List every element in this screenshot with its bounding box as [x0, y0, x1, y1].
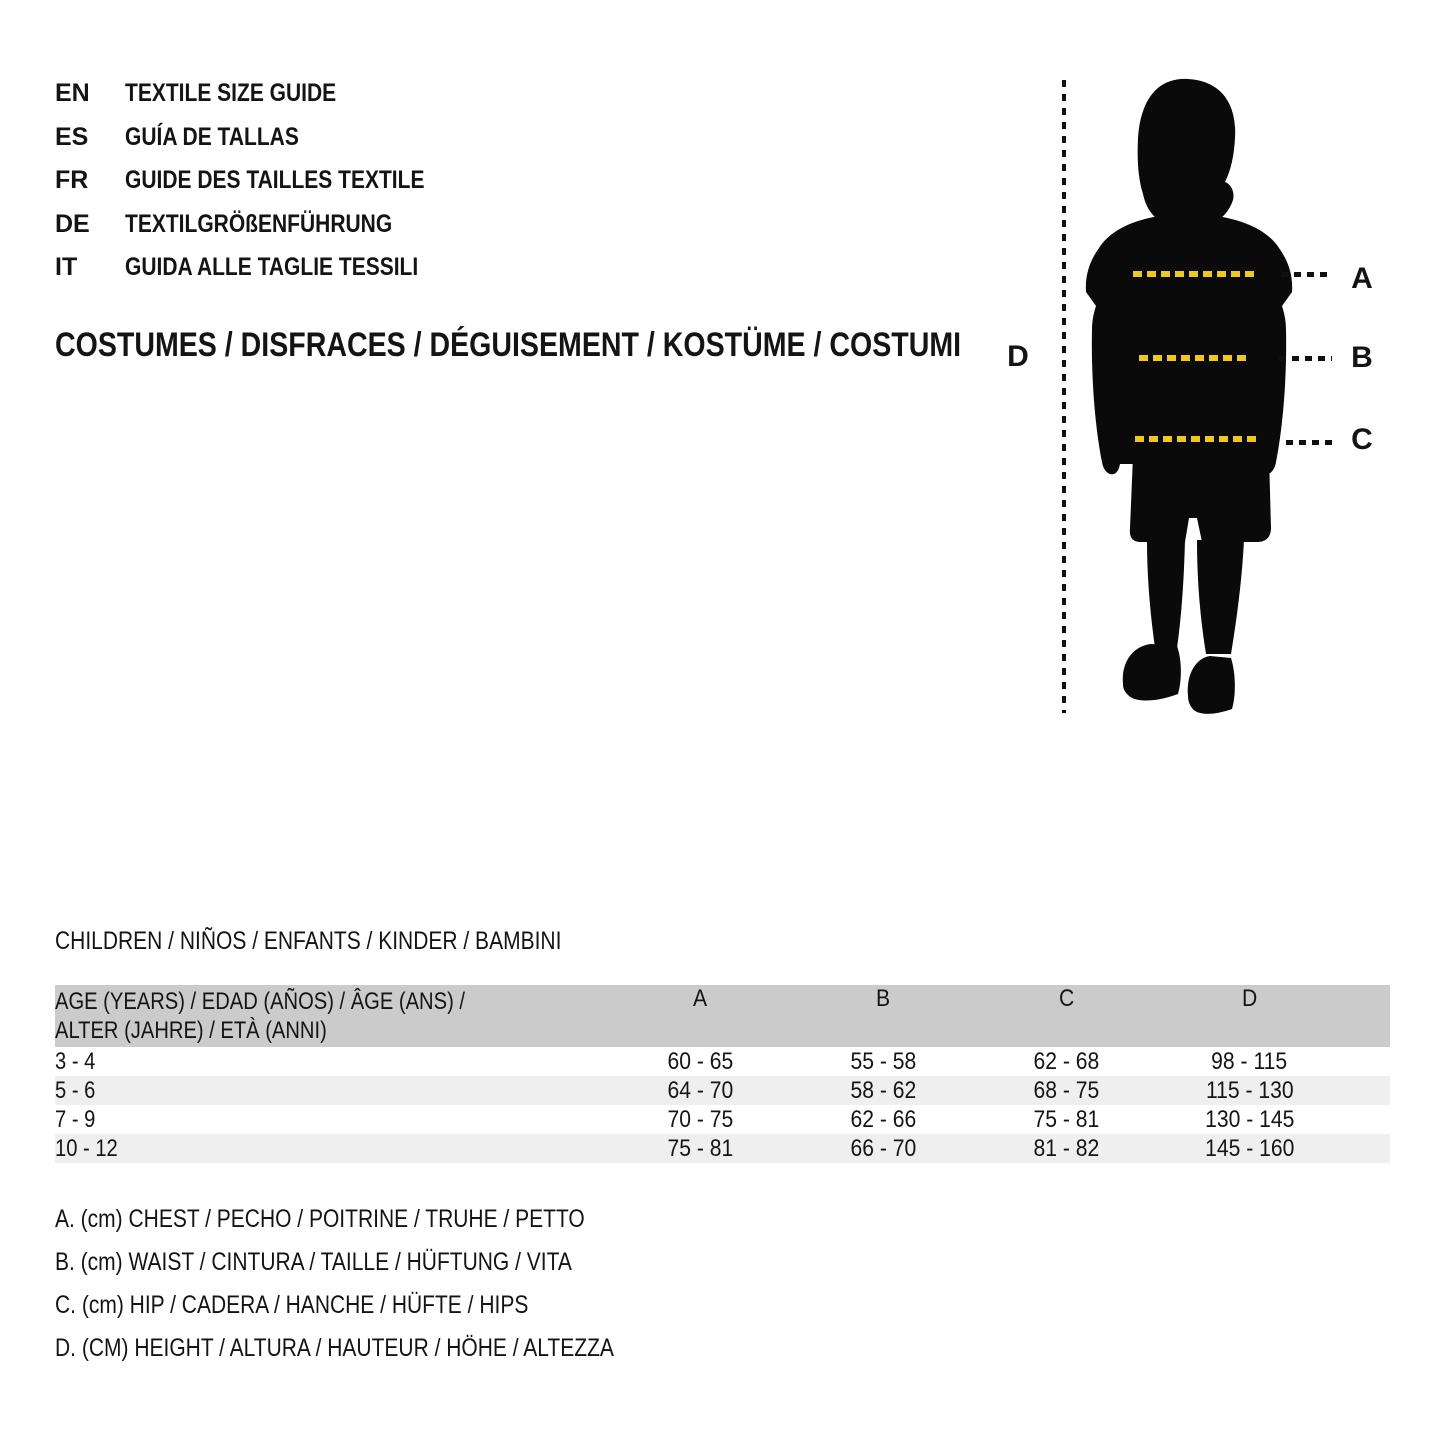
measure-label-a: A: [1351, 262, 1373, 295]
language-title: GUIDA ALLE TAGLIE TESSILI: [125, 253, 419, 281]
children-section-title: CHILDREN / NIÑOS / ENFANTS / KINDER / BA…: [55, 927, 562, 955]
age-cell: 10 - 12: [55, 1134, 118, 1162]
language-code: IT: [55, 253, 78, 281]
language-code: EN: [55, 79, 90, 107]
measure-legend: A. (cm) CHEST / PECHO / POITRINE / TRUHE…: [55, 1198, 720, 1370]
language-title: GUIDE DES TAILLES TEXTILE: [125, 166, 425, 194]
legend-line-chest: A. (cm) CHEST / PECHO / POITRINE / TRUHE…: [55, 1205, 585, 1233]
column-header-c: C: [1058, 985, 1075, 1012]
language-title-list: EN TEXTILE SIZE GUIDE ES GUÍA DE TALLAS …: [55, 72, 482, 290]
table-header-row: AGE (YEARS) / EDAD (AÑOS) / ÂGE (ANS) / …: [55, 985, 1390, 1047]
header-spacer: [1341, 985, 1390, 1047]
chest-cell: 60 - 65: [667, 1047, 734, 1075]
chest-cell: 70 - 75: [667, 1105, 734, 1133]
hip-cell: 62 - 68: [1033, 1047, 1100, 1075]
children-size-table: AGE (YEARS) / EDAD (AÑOS) / ÂGE (ANS) / …: [55, 985, 1390, 1163]
age-cell: 3 - 4: [55, 1047, 96, 1075]
height-measure-dotted-line: [1062, 80, 1066, 713]
legend-line-height: D. (CM) HEIGHT / ALTURA / HAUTEUR / HÖHE…: [55, 1334, 614, 1362]
language-title: TEXTILE SIZE GUIDE: [125, 79, 337, 107]
language-row-de: DE TEXTILGRÖßENFÜHRUNG: [55, 203, 482, 247]
chest-cell: 75 - 81: [667, 1134, 734, 1162]
table-row: 10 - 12 75 - 81 66 - 70 81 - 82 145 - 16…: [55, 1134, 1390, 1163]
chest-measure-line: [1133, 271, 1254, 277]
column-header-b: B: [876, 985, 891, 1012]
language-row-fr: FR GUIDE DES TAILLES TEXTILE: [55, 159, 482, 203]
height-cell: 115 - 130: [1205, 1076, 1294, 1104]
waist-leader-line: [1279, 356, 1332, 361]
measure-label-d: D: [1007, 340, 1029, 373]
height-cell: 145 - 160: [1204, 1134, 1295, 1162]
measure-label-c: C: [1351, 423, 1373, 456]
row-spacer: [1341, 1076, 1390, 1105]
hip-leader-line: [1286, 440, 1333, 445]
table-row: 7 - 9 70 - 75 62 - 66 75 - 81 130 - 145: [55, 1105, 1390, 1134]
hip-measure-line: [1135, 436, 1258, 442]
row-spacer: [1341, 1047, 1390, 1076]
height-cell: 98 - 115: [1211, 1047, 1288, 1075]
waist-cell: 62 - 66: [850, 1105, 917, 1133]
language-row-es: ES GUÍA DE TALLAS: [55, 116, 482, 160]
hip-cell: 68 - 75: [1033, 1076, 1100, 1104]
waist-measure-line: [1139, 355, 1249, 361]
legend-line-hip: C. (cm) HIP / CADERA / HANCHE / HÜFTE / …: [55, 1291, 529, 1319]
waist-cell: 55 - 58: [850, 1047, 917, 1075]
column-header-d: D: [1241, 985, 1258, 1012]
table-row: 3 - 4 60 - 65 55 - 58 62 - 68 98 - 115: [55, 1047, 1390, 1076]
waist-cell: 58 - 62: [850, 1076, 917, 1104]
row-spacer: [1341, 1105, 1390, 1134]
chest-cell: 64 - 70: [667, 1076, 734, 1104]
waist-cell: 66 - 70: [850, 1134, 917, 1162]
hip-cell: 75 - 81: [1033, 1105, 1100, 1133]
hip-cell: 81 - 82: [1033, 1134, 1100, 1162]
language-code: FR: [55, 166, 89, 194]
age-cell: 5 - 6: [55, 1076, 96, 1104]
row-spacer: [1341, 1134, 1390, 1163]
category-heading: COSTUMES / DISFRACES / DÉGUISEMENT / KOS…: [55, 326, 962, 364]
column-header-a: A: [693, 985, 708, 1012]
chest-leader-line: [1281, 272, 1332, 277]
language-code: DE: [55, 209, 90, 238]
legend-line-waist: B. (cm) WAIST / CINTURA / TAILLE / HÜFTU…: [55, 1248, 572, 1276]
language-row-en: EN TEXTILE SIZE GUIDE: [55, 72, 482, 116]
height-cell: 130 - 145: [1204, 1105, 1295, 1133]
language-code: ES: [55, 122, 89, 151]
child-silhouette: [1085, 78, 1293, 714]
measure-label-b: B: [1351, 341, 1373, 374]
language-title: GUÍA DE TALLAS: [125, 122, 299, 151]
language-title: TEXTILGRÖßENFÜHRUNG: [125, 209, 393, 238]
age-column-header: AGE (YEARS) / EDAD (AÑOS) / ÂGE (ANS) / …: [55, 988, 465, 1044]
age-cell: 7 - 9: [55, 1105, 96, 1133]
language-row-it: IT GUIDA ALLE TAGLIE TESSILI: [55, 246, 482, 290]
table-row: 5 - 6 64 - 70 58 - 62 68 - 75 115 - 130: [55, 1076, 1390, 1105]
